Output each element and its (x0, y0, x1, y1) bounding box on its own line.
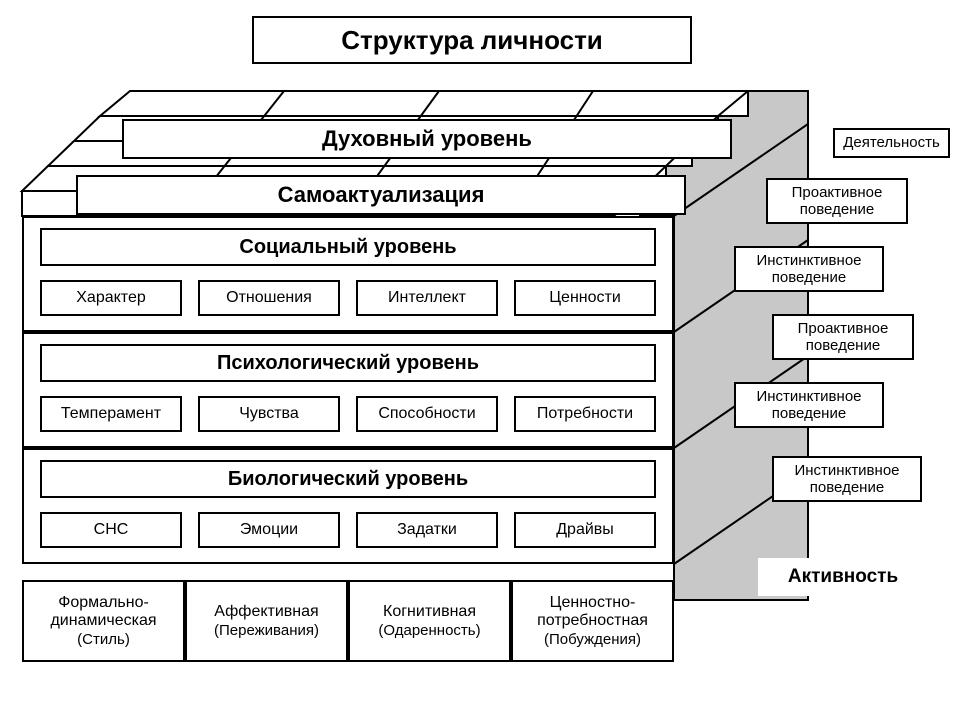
bottom-sub-3: (Побуждения) (544, 631, 641, 648)
side-label-5: Инстинктивное поведение (772, 456, 922, 502)
bottom-main-3: Ценностно- потребностная (537, 594, 648, 631)
top-level-0: Духовный уровень (122, 119, 732, 159)
side-label-4: Инстинктивное поведение (734, 382, 884, 428)
level-2-cell-2: Задатки (356, 512, 498, 548)
level-2-cell-3: Драйвы (514, 512, 656, 548)
level-2-cell-0: СНС (40, 512, 182, 548)
side-label-3: Проактивное поведение (772, 314, 914, 360)
level-1-cell-0: Темперамент (40, 396, 182, 432)
level-0-header: Социальный уровень (40, 228, 656, 266)
level-1-cell-2: Способности (356, 396, 498, 432)
level-0-cell-0: Характер (40, 280, 182, 316)
activity-label: Активность (758, 558, 928, 596)
bottom-cell-0: Формально- динамическая (Стиль) (22, 580, 185, 662)
bottom-sub-0: (Стиль) (77, 631, 130, 648)
level-0-cell-3: Ценности (514, 280, 656, 316)
level-2-cell-1: Эмоции (198, 512, 340, 548)
bottom-main-0: Формально- динамическая (50, 594, 156, 631)
top-level-1: Самоактуализация (76, 175, 686, 215)
level-1-cell-1: Чувства (198, 396, 340, 432)
side-label-0: Деятельность (833, 128, 950, 158)
bottom-main-1: Аффективная (214, 603, 318, 621)
diagram-title: Структура личности (252, 16, 692, 64)
side-label-2: Инстинктивное поведение (734, 246, 884, 292)
side-label-1: Проактивное поведение (766, 178, 908, 224)
bottom-sub-1: (Переживания) (214, 622, 319, 639)
level-1-cell-3: Потребности (514, 396, 656, 432)
bottom-cell-2: Когнитивная (Одаренность) (348, 580, 511, 662)
level-0-cell-1: Отношения (198, 280, 340, 316)
level-2-header: Биологический уровень (40, 460, 656, 498)
level-1-header: Психологический уровень (40, 344, 656, 382)
bottom-cell-3: Ценностно- потребностная (Побуждения) (511, 580, 674, 662)
bottom-sub-2: (Одаренность) (378, 622, 480, 639)
bottom-cell-1: Аффективная (Переживания) (185, 580, 348, 662)
level-0-cell-2: Интеллект (356, 280, 498, 316)
bottom-main-2: Когнитивная (383, 603, 476, 621)
